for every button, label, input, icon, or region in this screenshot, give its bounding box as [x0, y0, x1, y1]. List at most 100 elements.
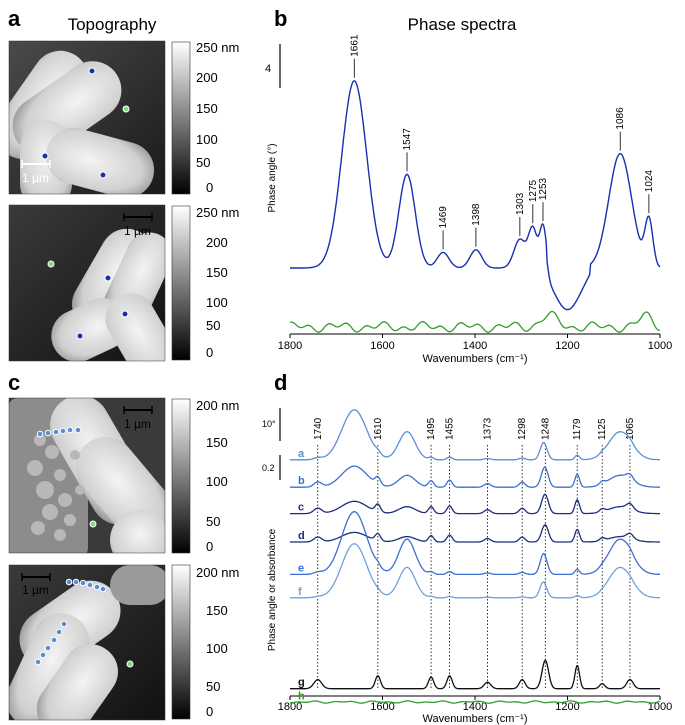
x-tick-label: 1800 [278, 701, 302, 713]
series-label-d: d [298, 530, 305, 542]
series-label-e: e [298, 562, 304, 574]
colorbar-tick: 0 [206, 539, 213, 554]
colorbar-tick: 0 [206, 180, 213, 195]
afm-image-2 [9, 205, 165, 361]
series-label-h: h [298, 691, 305, 703]
peak-label: 1298 [517, 417, 528, 440]
colorbar-1: 250 nm 200 150 100 50 0 [171, 40, 239, 195]
afm-markers-4 [34, 578, 134, 668]
peak-label: 1495 [426, 417, 437, 440]
series-line-a [290, 409, 660, 461]
peak-label: 1547 [402, 128, 413, 151]
peak-label: 1179 [572, 418, 583, 440]
colorbar-tick: 250 nm [196, 40, 239, 55]
peak-label: 1086 [615, 107, 626, 130]
peak-label: 1024 [644, 170, 655, 193]
x-tick-label: 1600 [370, 701, 394, 713]
peak-label: 1303 [515, 192, 526, 215]
scale-label-d-abs: 0.2 [262, 463, 275, 473]
colorbar-3: 200 nm 150 100 50 0 [171, 398, 239, 554]
y-axis-label-b: Phase angle (°) [267, 143, 278, 212]
panel-letter-b: b [274, 6, 287, 31]
scale-bar-label: 1 µm [124, 417, 151, 431]
chart-spectra-comparison: 10° 0.2 Phase angle or absorbance Wavenu… [262, 408, 672, 725]
colorbar-tick: 50 [196, 155, 210, 170]
series-label-b: b [298, 475, 305, 487]
x-axis-label-b: Wavenumbers (cm⁻¹) [422, 353, 527, 365]
series-line-b [290, 465, 660, 488]
colorbar-tick: 100 [206, 641, 228, 656]
colorbar-tick: 150 [206, 603, 228, 618]
peak-label: 1398 [471, 203, 482, 226]
afm-markers-1 [41, 67, 130, 179]
peak-label: 1740 [313, 417, 324, 440]
panel-letter-c: c [8, 370, 20, 395]
panel-letter-a: a [8, 6, 21, 31]
peak-label: 1253 [538, 177, 549, 200]
colorbar-tick: 100 [196, 132, 218, 147]
scale-bar-3: 1 µm [123, 406, 153, 431]
series-label-f: f [298, 586, 302, 598]
series-label-c: c [298, 502, 304, 514]
series-line-f [290, 543, 660, 599]
scale-label-b: 4 [265, 63, 271, 75]
peak-label: 1610 [373, 417, 384, 440]
colorbar-tick: 250 nm [196, 205, 239, 220]
x-tick-label: 1200 [555, 340, 579, 352]
panel-title-phase-spectra: Phase spectra [408, 15, 517, 34]
scale-bar-label: 1 µm [22, 171, 49, 185]
series-line-bacteria [290, 80, 661, 311]
scale-bar-2: 1 µm [123, 213, 153, 238]
afm-markers-3 [36, 426, 97, 528]
colorbar-2: 250 nm 200 150 100 50 0 [171, 205, 239, 361]
colorbar-tick: 200 nm [196, 565, 239, 580]
x-tick-label: 1400 [463, 701, 487, 713]
x-axis-label-d: Wavenumbers (cm⁻¹) [422, 713, 527, 725]
peak-label: 1661 [349, 34, 360, 57]
peak-label: 1455 [445, 417, 456, 440]
series-line-c [290, 493, 660, 515]
scale-bar-1: 1 µm [21, 160, 51, 185]
series-label-a: a [298, 448, 305, 460]
colorbar-tick: 50 [206, 514, 220, 529]
colorbar-tick: 150 [206, 435, 228, 450]
colorbar-tick: 50 [206, 679, 220, 694]
scale-label-d-deg: 10° [262, 419, 276, 429]
chart-phase-spectra: 4 Phase angle (°) Wavenumbers (cm⁻¹) 180… [265, 34, 672, 365]
colorbar-tick: 200 nm [196, 398, 239, 413]
x-tick-label: 1400 [463, 340, 487, 352]
series-line-h [290, 700, 661, 704]
peak-label: 1469 [438, 206, 449, 229]
panel-letter-d: d [274, 370, 287, 395]
colorbar-tick: 0 [206, 345, 213, 360]
series-label-g: g [298, 677, 305, 689]
peak-label: 1248 [540, 417, 551, 440]
afm-image-4 [9, 565, 165, 720]
colorbar-tick: 50 [206, 318, 220, 333]
scale-bar-label: 1 µm [22, 583, 49, 597]
x-tick-label: 1600 [370, 340, 394, 352]
colorbar-tick: 100 [206, 474, 228, 489]
peak-label: 1373 [482, 417, 493, 440]
x-tick-label: 1200 [555, 701, 579, 713]
colorbar-tick: 0 [206, 704, 213, 719]
colorbar-tick: 150 [196, 101, 218, 116]
colorbar-tick: 200 [206, 235, 228, 250]
y-axis-label-d: Phase angle or absorbance [267, 528, 278, 651]
series-line-g [290, 659, 660, 690]
colorbar-tick: 200 [196, 70, 218, 85]
peak-label: 1125 [597, 418, 608, 440]
scale-bar-4: 1 µm [21, 573, 51, 597]
x-tick-label: 1000 [648, 701, 672, 713]
series-line-e [290, 511, 660, 576]
x-tick-label: 1800 [278, 340, 302, 352]
colorbar-tick: 150 [206, 265, 228, 280]
panel-title-topography: Topography [68, 15, 157, 34]
colorbar-tick: 100 [206, 295, 228, 310]
afm-markers-2 [47, 260, 129, 340]
series-line-background [289, 310, 661, 333]
x-tick-label: 1000 [648, 340, 672, 352]
peak-label: 1275 [528, 179, 539, 202]
afm-image-3 [9, 398, 165, 553]
